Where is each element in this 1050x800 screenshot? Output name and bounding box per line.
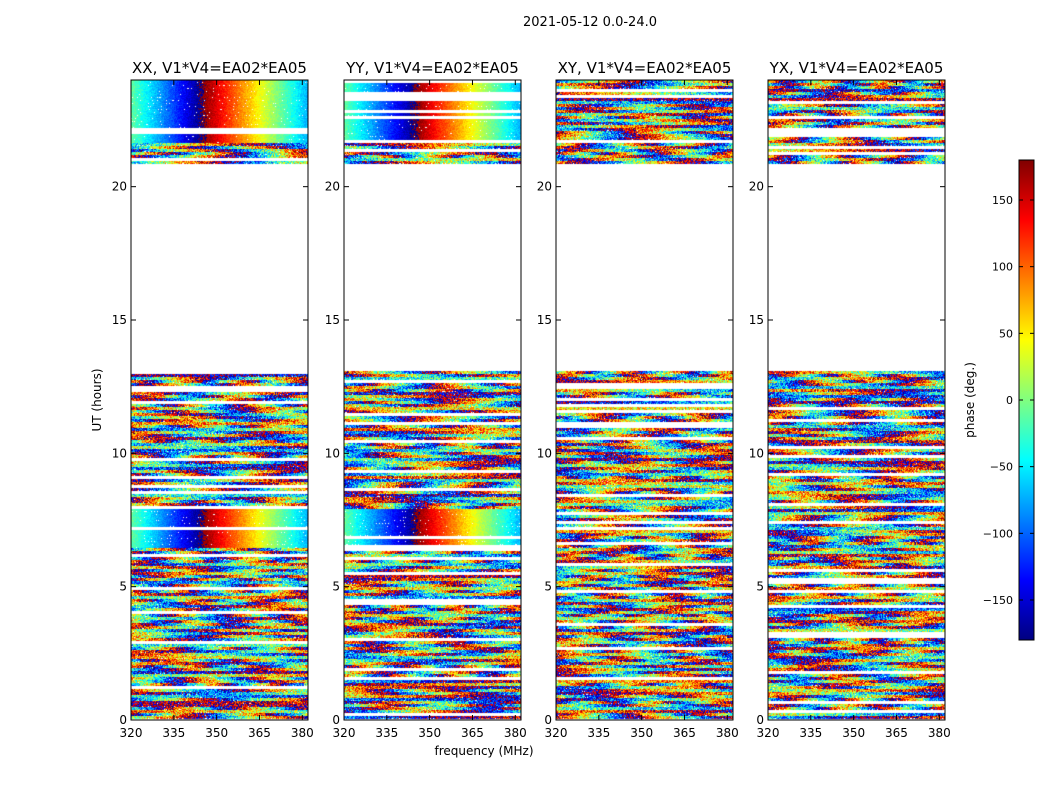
y-tick-label: 0 — [332, 713, 340, 727]
panel-title: YX, V1*V4=EA02*EA05 — [769, 59, 944, 77]
x-tick-label: 335 — [587, 726, 610, 740]
colorbar-tick-label: 0 — [1006, 394, 1013, 407]
x-tick-label: 350 — [842, 726, 865, 740]
x-tick-label: 320 — [120, 726, 143, 740]
x-tick-label: 365 — [461, 726, 484, 740]
y-tick-label: 5 — [332, 580, 340, 594]
colorbar-tick-label: −100 — [983, 527, 1013, 540]
x-tick-label: 365 — [885, 726, 908, 740]
x-tick-label: 365 — [673, 726, 696, 740]
figure-suptitle: 2021-05-12 0.0-24.0 — [523, 15, 657, 30]
x-axis-label: frequency (MHz) — [434, 744, 533, 758]
y-tick-label: 10 — [749, 446, 764, 460]
phase-image — [344, 80, 521, 720]
phase-image — [556, 80, 733, 720]
y-tick-label: 5 — [119, 580, 127, 594]
colorbar-tick-label: 150 — [992, 194, 1013, 207]
y-tick-label: 0 — [544, 713, 552, 727]
phase-image — [768, 80, 945, 720]
y-tick-label: 20 — [537, 180, 552, 194]
colorbar-tick-label: 100 — [992, 261, 1013, 274]
x-tick-label: 350 — [205, 726, 228, 740]
x-tick-label: 380 — [291, 726, 314, 740]
y-tick-label: 5 — [756, 580, 764, 594]
x-tick-label: 335 — [162, 726, 185, 740]
x-tick-label: 320 — [757, 726, 780, 740]
y-tick-label: 20 — [112, 180, 127, 194]
y-tick-label: 10 — [112, 446, 127, 460]
y-tick-label: 0 — [119, 713, 127, 727]
x-tick-label: 365 — [248, 726, 271, 740]
y-tick-label: 15 — [325, 313, 340, 327]
panel-yy: YY, V1*V4=EA02*EA05 320 335 350 365 380 0 5 10 15… — [325, 59, 527, 740]
panel-frame — [555, 79, 734, 721]
x-tick-label: 350 — [418, 726, 441, 740]
x-tick-label: 350 — [630, 726, 653, 740]
colorbar-tick-label: −50 — [990, 461, 1013, 474]
panels-group: XX, V1*V4=EA02*EA05 320 335 350 365 380 0 5 10 15… — [112, 59, 951, 740]
panel-title: XX, V1*V4=EA02*EA05 — [132, 59, 307, 77]
x-tick-label: 380 — [716, 726, 739, 740]
phase-image — [131, 80, 308, 720]
x-tick-label: 320 — [333, 726, 356, 740]
y-tick-label: 20 — [325, 180, 340, 194]
y-tick-label: 5 — [544, 580, 552, 594]
panel-frame — [130, 79, 309, 721]
x-tick-label: 320 — [545, 726, 568, 740]
panel-yx: YX, V1*V4=EA02*EA05 320 335 350 365 380 0 5 10 15… — [749, 59, 951, 740]
x-tick-label: 380 — [928, 726, 951, 740]
panel-xx: XX, V1*V4=EA02*EA05 320 335 350 365 380 0 5 10 15… — [112, 59, 314, 740]
y-tick-label: 10 — [325, 446, 340, 460]
y-tick-label: 15 — [749, 313, 764, 327]
x-tick-label: 380 — [504, 726, 527, 740]
y-axis-label: UT (hours) — [90, 368, 104, 431]
x-tick-label: 335 — [799, 726, 822, 740]
colorbar-tick-label: −150 — [983, 594, 1013, 607]
x-tick-label: 335 — [375, 726, 398, 740]
panel-title: XY, V1*V4=EA02*EA05 — [558, 59, 732, 77]
panel-frame — [343, 79, 522, 721]
panel-xy: XY, V1*V4=EA02*EA05 320 335 350 365 380 0 5 10 15… — [537, 59, 739, 740]
colorbar-tick-label: 50 — [999, 327, 1013, 340]
y-tick-label: 0 — [756, 713, 764, 727]
panel-frame — [767, 79, 946, 721]
panel-title: YY, V1*V4=EA02*EA05 — [345, 59, 519, 77]
y-tick-label: 15 — [537, 313, 552, 327]
y-tick-label: 15 — [112, 313, 127, 327]
colorbar: 150 100 50 0 −50 −100 −150 — [983, 159, 1035, 641]
y-tick-label: 10 — [537, 446, 552, 460]
y-tick-label: 20 — [749, 180, 764, 194]
colorbar-label: phase (deg.) — [963, 362, 977, 438]
